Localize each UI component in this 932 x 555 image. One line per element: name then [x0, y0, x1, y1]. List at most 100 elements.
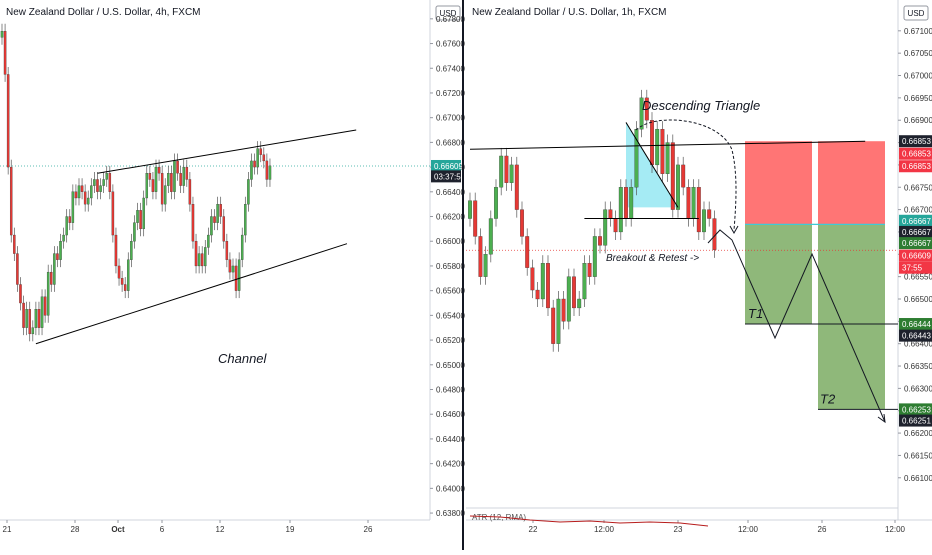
- atr-line: [469, 515, 709, 527]
- candle-body: [231, 265, 235, 273]
- candle-body: [123, 284, 127, 291]
- candle-body: [62, 234, 65, 242]
- price-tag: [899, 403, 932, 416]
- candle-body: [691, 187, 696, 219]
- target2-label: T2: [820, 391, 836, 406]
- currency-badge-label: USD: [440, 9, 457, 18]
- candle-body: [22, 302, 25, 328]
- x-tick-label: 26: [818, 525, 827, 534]
- x-tick-label: 12:00: [738, 525, 759, 534]
- y-tick-label: 0.66350: [904, 362, 932, 371]
- candle-body: [86, 197, 90, 205]
- candle-body: [514, 164, 519, 210]
- candle-body: [624, 187, 628, 219]
- x-tick-label: 6: [160, 525, 165, 534]
- candle-body: [71, 191, 75, 223]
- candle-body: [213, 216, 216, 223]
- y-tick-label: 0.67600: [436, 40, 465, 49]
- candle-body: [154, 166, 158, 192]
- price-tag-label: 0.66667: [902, 228, 931, 237]
- candle-body: [670, 142, 675, 210]
- y-tick-label: 0.67000: [904, 72, 932, 81]
- candle-body: [250, 160, 253, 180]
- x-tick-label: 28: [71, 525, 80, 534]
- candle-body: [681, 164, 686, 188]
- candle-body: [200, 253, 204, 267]
- candle-body: [216, 204, 219, 223]
- candle-body: [53, 253, 56, 285]
- candle-body: [130, 241, 133, 260]
- candle-body: [114, 234, 118, 267]
- candle-body: [608, 209, 613, 219]
- candle-body: [219, 204, 222, 217]
- price-tag-label: 0.66609: [902, 252, 931, 261]
- price-tag-label: 0.66253: [902, 405, 931, 414]
- y-tick-label: 0.66800: [436, 138, 465, 147]
- candle-body: [488, 218, 493, 255]
- candle-body: [191, 204, 195, 242]
- candle-body: [265, 160, 269, 180]
- candle-body: [179, 173, 182, 186]
- candle-body: [59, 241, 62, 260]
- currency-badge-label: USD: [908, 9, 925, 18]
- target-zone-1: [745, 224, 812, 325]
- trendline-upper-trendline: [469, 140, 866, 150]
- candle-body: [473, 200, 478, 237]
- price-tag-label: 0.66443: [902, 332, 931, 341]
- trendline-channel-lower: [35, 243, 348, 345]
- x-tick-label: 22: [529, 525, 538, 534]
- candle-body: [25, 309, 28, 328]
- candle-body: [136, 210, 139, 223]
- price-tag-label: 0.66853: [902, 137, 931, 146]
- right-chart-1h[interactable]: New Zealand Dollar / U.S. Dollar, 1h, FX…: [462, 0, 932, 550]
- candle-body: [540, 263, 545, 300]
- candle-body: [142, 197, 145, 230]
- x-tick-label: 23: [674, 525, 683, 534]
- y-tick-label: 0.63800: [436, 509, 465, 518]
- candle-body: [93, 179, 96, 186]
- candle-body: [133, 222, 136, 242]
- left-chart-4h[interactable]: New Zealand Dollar / U.S. Dollar, 4h, FX…: [0, 0, 466, 534]
- x-tick-label: 12: [216, 525, 225, 534]
- candle-body: [194, 241, 198, 267]
- candle-body: [530, 267, 535, 291]
- candle-body: [702, 209, 706, 233]
- candle-body: [225, 241, 229, 260]
- y-tick-label: 0.65000: [436, 361, 465, 370]
- candle-body: [65, 216, 68, 236]
- candle-body: [566, 276, 571, 322]
- candle-body: [509, 164, 514, 183]
- breakout-label: Breakout & Retest ->: [606, 253, 699, 264]
- y-tick-label: 0.67050: [904, 49, 932, 58]
- chart-title: New Zealand Dollar / U.S. Dollar, 4h, FX…: [6, 7, 201, 18]
- candle-body: [707, 209, 712, 219]
- candle-body: [210, 216, 213, 236]
- price-tag: [899, 147, 932, 160]
- candle-body: [582, 263, 587, 300]
- candle-body: [46, 271, 50, 316]
- candle-body: [551, 307, 556, 344]
- candle-body: [676, 164, 680, 210]
- candle-body: [34, 309, 38, 328]
- candle-body: [0, 31, 4, 38]
- y-tick-label: 0.67200: [436, 89, 465, 98]
- candle-body: [151, 179, 155, 192]
- y-tick-label: 0.66000: [436, 237, 465, 246]
- price-tag-label: 0.66667: [902, 239, 931, 248]
- candle-body: [468, 200, 472, 219]
- stop-zone-1: [745, 141, 812, 225]
- candle-body: [256, 148, 259, 168]
- price-tag: [899, 160, 932, 173]
- candle-body: [197, 253, 201, 267]
- candle-body: [105, 173, 108, 180]
- candle-body: [696, 187, 701, 233]
- candle-body: [139, 210, 142, 230]
- price-tag: [899, 237, 932, 250]
- price-tag-label: 0.66609: [434, 162, 463, 171]
- candle-body: [173, 160, 176, 192]
- candle-body: [40, 296, 44, 328]
- channel-label: Channel: [218, 351, 268, 366]
- price-tag: [899, 261, 932, 274]
- candle-body: [222, 216, 226, 242]
